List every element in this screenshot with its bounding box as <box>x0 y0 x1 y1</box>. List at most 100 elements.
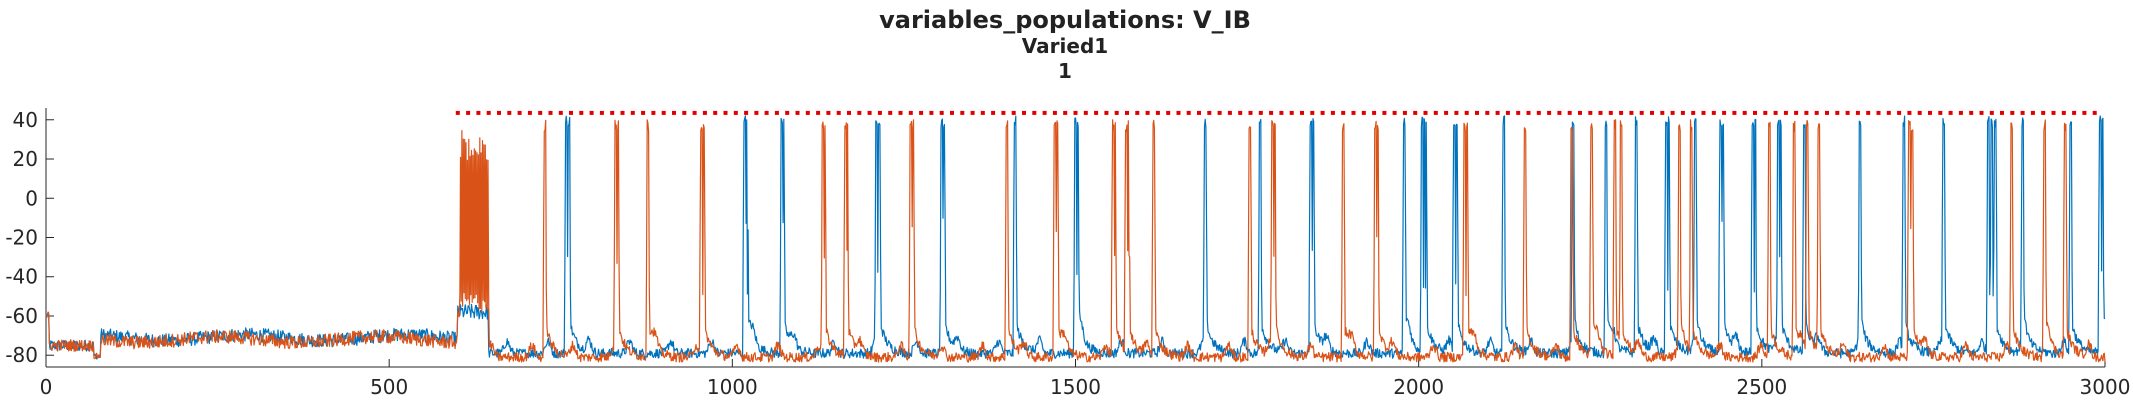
x-tick-label: 0 <box>40 375 53 399</box>
spike-marker <box>1578 110 1582 115</box>
spike-marker <box>1794 110 1799 115</box>
y-tick-label: 40 <box>13 108 38 132</box>
chart-subtitle-varied: Varied1 <box>1022 34 1108 58</box>
spike-marker <box>1392 110 1397 115</box>
spike-marker <box>816 110 821 115</box>
spike-marker <box>1588 110 1593 115</box>
spike-marker <box>2000 110 2004 115</box>
spike-marker <box>1979 110 1984 115</box>
spike-marker <box>1897 110 1902 115</box>
spike-marker <box>1464 110 1469 115</box>
spike-marker <box>847 110 851 115</box>
spike-marker <box>1886 110 1891 115</box>
spike-marker <box>1732 110 1737 115</box>
spike-marker <box>2082 110 2087 115</box>
spike-marker <box>1135 110 1140 115</box>
spike-marker <box>1186 110 1191 115</box>
spike-marker <box>1526 110 1531 115</box>
spike-marker <box>2072 110 2077 115</box>
spike-marker <box>1032 110 1037 115</box>
spike-marker <box>867 110 872 115</box>
spike-marker <box>1011 110 1016 115</box>
spike-marker <box>1835 110 1840 115</box>
spike-marker <box>1639 110 1644 115</box>
spike-marker <box>1742 110 1747 115</box>
spike-marker <box>1083 110 1088 115</box>
spike-marker <box>1495 110 1500 115</box>
spike-marker <box>579 110 584 115</box>
spike-marker <box>1670 110 1675 115</box>
spike-marker <box>661 110 666 115</box>
spike-marker <box>754 110 759 115</box>
spike-marker <box>939 110 944 115</box>
spike-marker <box>2061 110 2066 115</box>
spike-marker <box>1022 110 1026 115</box>
spike-marker <box>558 110 563 115</box>
spike-marker <box>919 110 924 115</box>
spike-marker <box>1402 110 1407 115</box>
spike-marker <box>486 110 491 115</box>
x-tick-label: 500 <box>370 375 408 399</box>
spike-marker <box>1938 110 1943 115</box>
spike-marker <box>692 110 697 115</box>
spike-marker <box>1917 110 1922 115</box>
spike-marker <box>1516 110 1521 115</box>
spike-marker <box>1052 110 1057 115</box>
spike-marker <box>1701 110 1706 115</box>
spike-marker <box>950 110 954 115</box>
spike-marker <box>1475 110 1479 115</box>
spike-marker <box>682 110 687 115</box>
spike-marker <box>1711 110 1716 115</box>
spike-marker <box>929 110 934 115</box>
spike-marker <box>1197 110 1201 115</box>
spike-marker <box>1454 110 1459 115</box>
spike-marker <box>805 110 810 115</box>
spike-marker <box>1433 110 1438 115</box>
spike-marker <box>1989 110 1994 115</box>
spike-marker <box>1289 110 1294 115</box>
spike-marker <box>1773 110 1778 115</box>
spike-marker <box>2092 110 2097 115</box>
spike-marker <box>1145 110 1150 115</box>
spike-marker <box>651 110 656 115</box>
spike-marker <box>538 110 543 115</box>
x-tick-label: 2500 <box>1736 375 1787 399</box>
spike-marker <box>1104 110 1109 115</box>
x-tick-label: 3000 <box>2080 375 2131 399</box>
x-tick-label: 2000 <box>1393 375 1444 399</box>
spike-marker <box>888 110 893 115</box>
spike-marker <box>641 110 646 115</box>
spike-marker <box>1166 110 1171 115</box>
spike-marker <box>1444 110 1449 115</box>
y-tick-label: 0 <box>25 186 38 210</box>
x-tick-label: 1500 <box>1050 375 1101 399</box>
spike-marker <box>1176 110 1181 115</box>
spike-marker <box>1042 110 1047 115</box>
spike-marker <box>527 110 532 115</box>
spike-marker <box>1125 110 1129 115</box>
spike-marker <box>497 110 501 115</box>
spike-marker <box>1361 110 1366 115</box>
spike-marker <box>1155 110 1160 115</box>
spike-marker <box>599 110 604 115</box>
spike-marker <box>877 110 882 115</box>
y-tick-label: -20 <box>5 226 38 250</box>
spike-marker <box>836 110 841 115</box>
spike-marker <box>2051 110 2056 115</box>
y-tick-label: -40 <box>5 265 38 289</box>
spike-marker <box>548 110 553 115</box>
spike-marker <box>970 110 975 115</box>
spike-marker <box>774 110 779 115</box>
spike-marker <box>898 110 903 115</box>
spike-marker <box>702 110 707 115</box>
spike-marker <box>1629 110 1634 115</box>
y-tick-label: -60 <box>5 304 38 328</box>
spike-marker <box>1825 110 1829 115</box>
spike-marker <box>672 110 676 115</box>
x-tick-label: 1000 <box>707 375 758 399</box>
spike-marker <box>1855 110 1860 115</box>
spike-marker <box>1207 110 1212 115</box>
spike-marker <box>1928 110 1932 115</box>
spike-marker <box>1753 110 1757 115</box>
spike-marker <box>908 110 913 115</box>
